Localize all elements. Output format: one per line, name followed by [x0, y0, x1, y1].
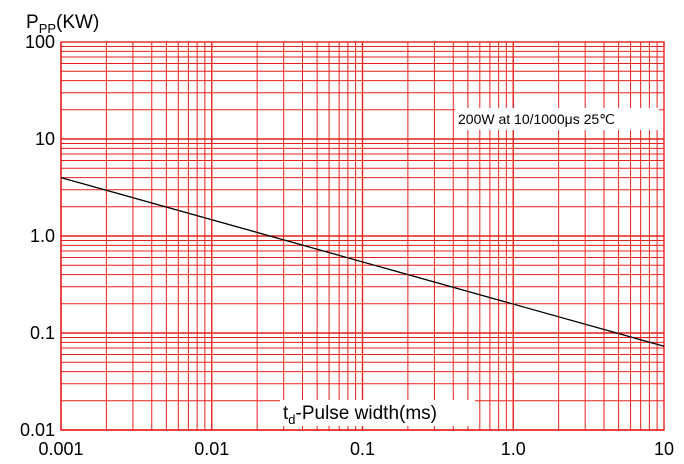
series-layer	[60, 176, 665, 347]
y-tick-label: 100	[25, 32, 55, 52]
x-tick-label: 0.1	[350, 439, 375, 459]
y-tick-label: 0.1	[30, 323, 55, 343]
x-tick-label: 0.001	[38, 439, 83, 459]
y-axis-label: PPP(KW)	[26, 12, 99, 36]
x-tick-label: 0.01	[194, 439, 229, 459]
x-tick-label: 1.0	[501, 439, 526, 459]
x-tick-label: 10	[654, 439, 674, 459]
annotation-box	[455, 108, 659, 130]
y-tick-label: 0.01	[20, 420, 55, 440]
x-axis-label-box	[280, 400, 475, 426]
y-tick-label: 1.0	[30, 226, 55, 246]
plot-border	[60, 41, 665, 431]
x-axis-label: td-Pulse width(ms)	[283, 403, 437, 427]
annotation: 200W at 10/1000μs 25℃	[458, 111, 615, 127]
y-tick-label: 10	[35, 129, 55, 149]
series-line	[60, 176, 665, 347]
grid	[60, 41, 665, 431]
